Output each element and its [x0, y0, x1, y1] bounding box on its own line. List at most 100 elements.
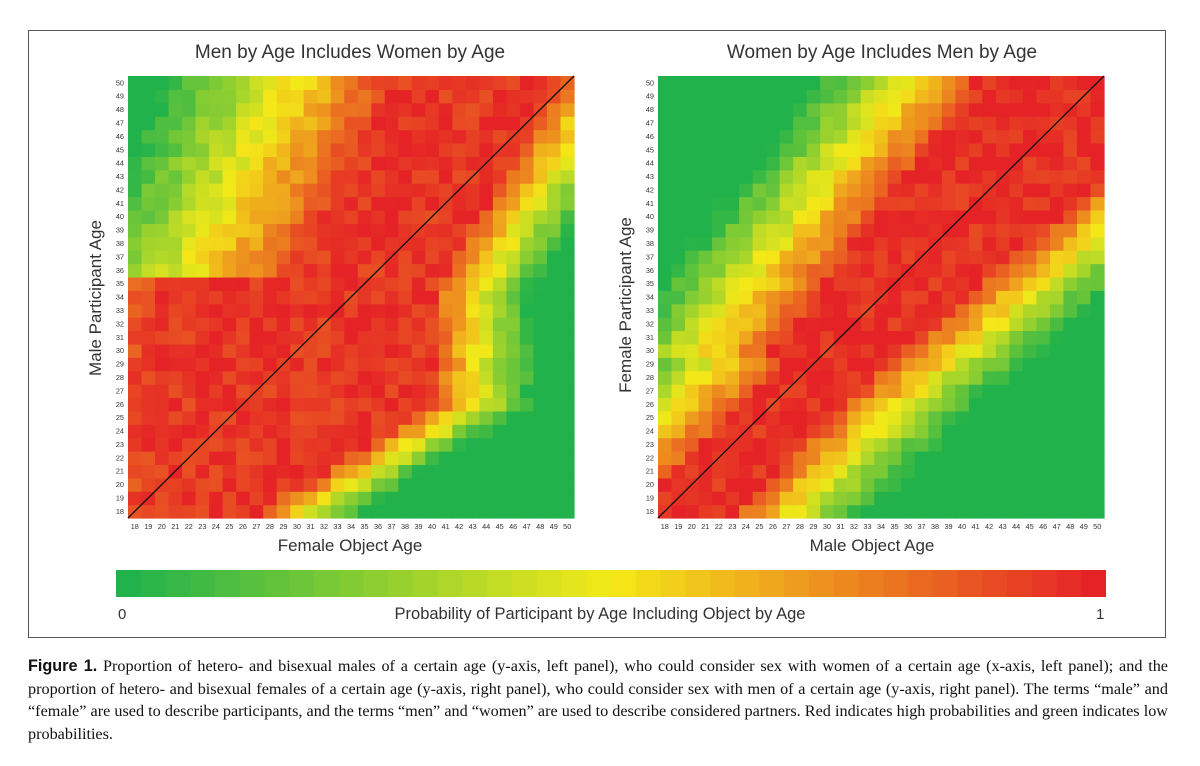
heatmap-cell	[276, 156, 291, 171]
heatmap-cell	[195, 236, 210, 251]
heatmap-cell	[995, 223, 1010, 238]
heatmap-cell	[1063, 464, 1078, 479]
heatmap-cell	[955, 370, 970, 385]
heatmap-cell	[141, 196, 156, 211]
heatmap-cell	[779, 236, 794, 251]
heatmap-cell	[209, 477, 224, 492]
x-tick-label: 21	[171, 522, 179, 530]
heatmap-cell	[725, 156, 740, 171]
heatmap-cell	[928, 397, 943, 412]
heatmap-cell	[806, 370, 821, 385]
heatmap-cell	[685, 424, 700, 439]
heatmap-cell	[141, 169, 156, 184]
heatmap-cell	[766, 464, 781, 479]
heatmap-cell	[452, 223, 467, 238]
heatmap-cell	[519, 209, 535, 224]
heatmap-cell	[492, 102, 508, 117]
heatmap-cell	[492, 76, 508, 90]
heatmap-cell	[168, 384, 183, 399]
heatmap-cell	[833, 437, 848, 452]
x-tick-label: 25	[225, 522, 233, 530]
heatmap-cell	[506, 169, 521, 184]
heatmap-cell	[1063, 89, 1078, 104]
heatmap-cell	[698, 223, 713, 238]
heatmap-cell	[506, 384, 521, 399]
heatmap-cell	[671, 451, 686, 466]
heatmap-cell	[1063, 183, 1078, 198]
heatmap-cell	[874, 76, 889, 90]
heatmap-cell	[330, 102, 345, 117]
heatmap-cell	[928, 504, 943, 519]
heatmap-cell	[847, 196, 862, 211]
heatmap-cell	[968, 102, 983, 117]
heatmap-cell	[465, 357, 480, 372]
heatmap-cell	[1090, 397, 1105, 412]
heatmap-cell	[1049, 424, 1065, 439]
y-tick-label: 50	[646, 78, 654, 87]
heatmap-cell	[779, 491, 794, 506]
heatmap-cell	[1076, 343, 1092, 358]
x-tick-label: 28	[796, 522, 804, 530]
heatmap-cell	[263, 384, 278, 399]
heatmap-cell	[1076, 357, 1092, 372]
heatmap-cell	[479, 357, 494, 372]
heatmap-cell	[384, 424, 399, 439]
heatmap-cell	[793, 477, 808, 492]
heatmap-cell	[1076, 223, 1092, 238]
heatmap-cell	[1022, 209, 1038, 224]
heatmap-cell	[860, 250, 875, 265]
heatmap-cell	[793, 397, 808, 412]
heatmap-cell	[182, 89, 197, 104]
heatmap-cell	[141, 236, 156, 251]
heatmap-cell	[1036, 491, 1051, 506]
heatmap-cell	[833, 263, 848, 278]
heatmap-cell	[519, 142, 535, 157]
heatmap-cell	[982, 129, 997, 144]
heatmap-cell	[168, 491, 183, 506]
heatmap-cell	[901, 102, 916, 117]
heatmap-cell	[290, 317, 305, 332]
heatmap-cell	[752, 76, 767, 90]
heatmap-cell	[698, 142, 713, 157]
heatmap-cell	[685, 330, 700, 345]
heatmap-cell	[438, 397, 453, 412]
heatmap-cell	[1090, 102, 1105, 117]
heatmap-cell	[941, 437, 956, 452]
heatmap-cell	[658, 209, 673, 224]
heatmap-cell	[847, 303, 862, 318]
y-tick-label: 35	[646, 279, 654, 288]
diagonal-line	[127, 75, 575, 519]
heatmap-cell	[357, 250, 372, 265]
heatmap-cell	[492, 424, 508, 439]
heatmap-cell	[209, 89, 224, 104]
heatmap-cell	[546, 437, 562, 452]
heatmap-cell	[425, 330, 440, 345]
heatmap-cell	[820, 384, 835, 399]
heatmap-cell	[1076, 196, 1092, 211]
heatmap-cell	[276, 370, 291, 385]
heatmap-cell	[955, 196, 970, 211]
heatmap-cell	[712, 236, 727, 251]
heatmap-cell	[658, 464, 673, 479]
heatmap-cell	[1090, 183, 1105, 198]
heatmap-cell	[290, 437, 305, 452]
heatmap-cell	[820, 223, 835, 238]
heatmap-cell	[739, 504, 754, 519]
heatmap-cell	[506, 290, 521, 305]
heatmap-cell	[452, 370, 467, 385]
heatmap-cell	[357, 236, 372, 251]
heatmap-cell	[712, 303, 727, 318]
heatmap-cell	[411, 250, 426, 265]
heatmap-cell	[820, 290, 835, 305]
heatmap-cell	[398, 437, 413, 452]
colorbar-segment	[363, 570, 389, 597]
heatmap-cell	[249, 196, 264, 211]
heatmap-cell	[874, 142, 889, 157]
heatmap-cell	[155, 196, 170, 211]
y-tick-label: 36	[646, 266, 654, 275]
heatmap-cell	[887, 357, 902, 372]
heatmap-cell	[546, 424, 562, 439]
heatmap-cell	[847, 504, 862, 519]
heatmap-cell	[533, 196, 548, 211]
heatmap-cell	[249, 317, 264, 332]
